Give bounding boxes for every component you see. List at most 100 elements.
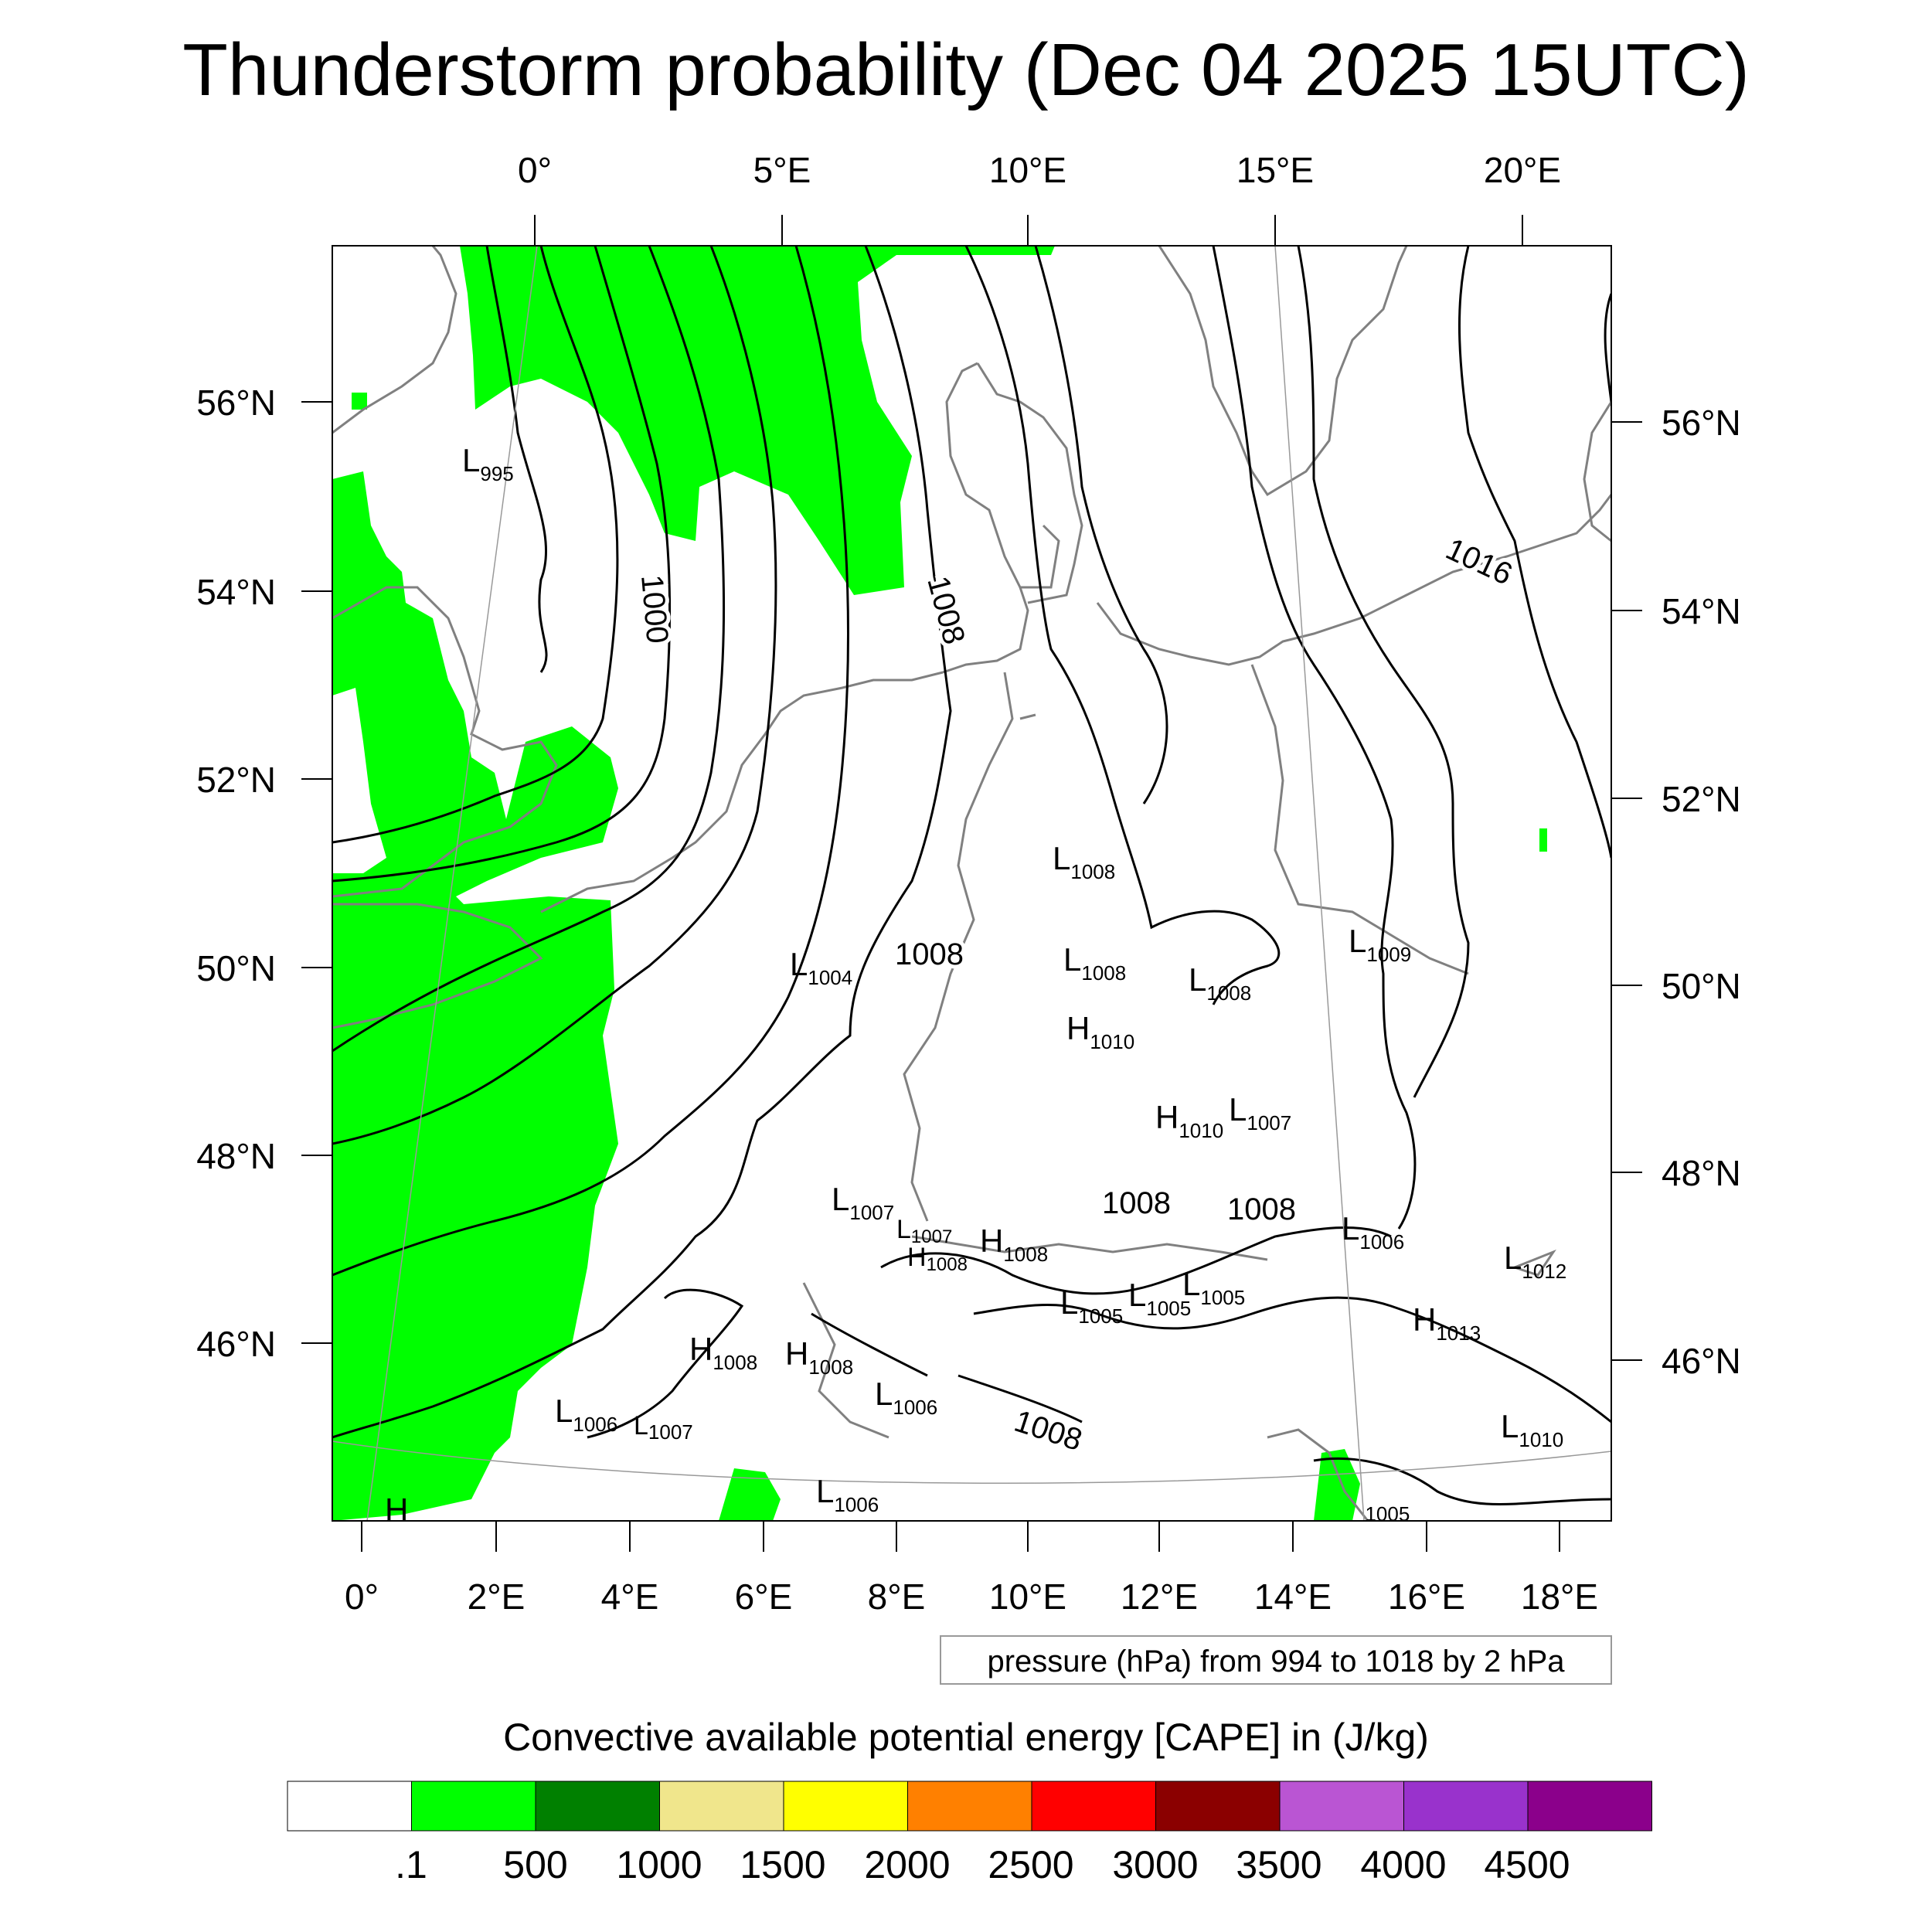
pressure-center: L1006: [555, 1393, 617, 1436]
pressure-center: L1009: [1349, 923, 1411, 966]
border-east: [1250, 664, 1469, 975]
isobar-1012: [1212, 246, 1417, 1230]
pressure-center: H1013: [1413, 1301, 1481, 1345]
coast-baltic-south: [1096, 494, 1611, 666]
cape-area-north-sea: [460, 246, 1055, 595]
cape-spot: [1539, 828, 1547, 852]
top-ticks: [534, 215, 1523, 246]
coast-france-north: [540, 671, 944, 913]
lon-label: 20°E: [1484, 150, 1561, 190]
lat-label: 54°N: [1662, 591, 1741, 631]
isobar-label: 1008: [895, 937, 964, 971]
coast-uk-southeast: [332, 586, 558, 898]
right-lat-labels: 56°N 54°N 52°N 50°N 48°N 46°N: [1662, 403, 1741, 1381]
pressure-center: H1008: [689, 1331, 757, 1374]
pressure-center: L1006: [816, 1473, 879, 1516]
pressure-center: L1005: [1060, 1284, 1123, 1328]
left-ticks: [301, 401, 332, 1344]
pressure-center: L1007: [832, 1181, 894, 1224]
isobar-label: 1008: [920, 573, 971, 648]
pressure-center: H1008: [907, 1243, 968, 1275]
meridian-15e: [1274, 246, 1365, 1521]
isobar-1016: [1458, 246, 1611, 859]
colorbar-tick-label: 1000: [616, 1843, 702, 1886]
isobar-alps: [587, 1288, 744, 1439]
pressure-center: L1007: [896, 1215, 952, 1247]
cape-area-alps: [1314, 1449, 1360, 1521]
isobar-label: 1008: [1010, 1404, 1086, 1458]
colorbar-tick-label: 4500: [1484, 1843, 1570, 1886]
lon-label: 6°E: [735, 1577, 793, 1617]
pressure-center: H: [385, 1492, 408, 1528]
pressure-center: L1008: [1189, 961, 1251, 1005]
colorbar-tick-labels: .1 500 1000 1500 2000 2500 3000 3500 400…: [395, 1843, 1570, 1886]
isobar-1004a: [332, 246, 777, 1145]
pressure-center: L1004: [790, 946, 852, 989]
map-title: Thunderstorm probability (Dec 04 2025 15…: [182, 29, 1750, 111]
isobar-1006: [332, 246, 952, 1439]
colorbar-tick-label: 4000: [1360, 1843, 1446, 1886]
isobar-label: 1008: [1227, 1192, 1296, 1226]
colorbar-tick-label: 2000: [864, 1843, 950, 1886]
colorbar-swatch: [411, 1781, 536, 1832]
pressure-center: L1007: [634, 1411, 693, 1444]
pressure-center: H1008: [980, 1223, 1048, 1266]
lon-label: 14°E: [1254, 1577, 1332, 1617]
coast-sweden: [1158, 246, 1408, 497]
pressure-centers: L995 L1008 L1009 L1004 L1008 L1008 H1010…: [385, 442, 1566, 1528]
isobar-1008: [964, 246, 1281, 1005]
top-lon-labels: 0° 5°E 10°E 15°E 20°E: [518, 150, 1561, 190]
lon-label: 16°E: [1388, 1577, 1465, 1617]
border-alps: [911, 1235, 1268, 1261]
lat-label: 48°N: [1662, 1153, 1741, 1193]
bottom-lon-labels: 0° 2°E 4°E 6°E 8°E 10°E 12°E 14°E 16°E 1…: [345, 1577, 1598, 1617]
border-germany: [903, 672, 1014, 1222]
pressure-center: L1006: [1342, 1210, 1404, 1253]
pressure-note: pressure (hPa) from 994 to 1018 by 2 hPa: [940, 1635, 1612, 1685]
lat-label: 46°N: [196, 1324, 276, 1364]
parallel-45n: [332, 1440, 1611, 1484]
pressure-center: H1010: [1155, 1099, 1223, 1142]
colorbar-tick-label: 500: [503, 1843, 567, 1886]
lon-label: 5°E: [753, 150, 811, 190]
coast-netherlands-germany: [942, 362, 1029, 674]
lat-label: 50°N: [196, 948, 276, 988]
graticule: [332, 246, 1611, 1521]
border-italy: [802, 1282, 889, 1439]
right-ticks: [1611, 421, 1642, 1361]
colorbar-swatch: [535, 1781, 660, 1832]
isobars: [332, 246, 1611, 1506]
lat-label: 52°N: [196, 760, 276, 800]
coast-adriatic: [1267, 1428, 1369, 1521]
lon-label: 10°E: [989, 150, 1066, 190]
pressure-center: L1007: [1229, 1091, 1291, 1134]
pressure-center: L1008: [1063, 941, 1126, 985]
lon-label: 0°: [518, 150, 552, 190]
coast-baltic-east: [1583, 401, 1611, 543]
coastlines: [332, 246, 1611, 1521]
pressure-center: L1005: [1128, 1277, 1191, 1320]
pressure-note-text: pressure (hPa) from 994 to 1018 by 2 hPa: [987, 1645, 1565, 1679]
isobar-1000: [332, 246, 672, 883]
lon-label: 18°E: [1521, 1577, 1598, 1617]
isobar-label: 1008: [1102, 1186, 1171, 1220]
colorbar-swatch: [287, 1781, 412, 1832]
colorbar: [287, 1781, 1652, 1832]
pressure-center: L1005: [1354, 1502, 1410, 1526]
lat-label: 50°N: [1662, 966, 1741, 1006]
colorbar-tick-label: 1500: [740, 1843, 825, 1886]
isobar-998: [332, 246, 619, 844]
cape-area-south: [719, 1468, 781, 1521]
isobar-1002: [332, 246, 726, 1053]
isobar-1010: [1034, 246, 1168, 804]
colorbar-tick-label: .1: [395, 1843, 427, 1886]
pressure-center: L1010: [1501, 1408, 1563, 1451]
cape-shading: [332, 246, 1547, 1521]
lon-label: 8°E: [868, 1577, 926, 1617]
isobar-label: 1000: [634, 573, 675, 645]
coast-small-islands: [1019, 713, 1556, 1277]
isobar-south: [880, 1226, 1392, 1295]
lon-label: 4°E: [601, 1577, 659, 1617]
lon-label: 2°E: [468, 1577, 526, 1617]
lon-label: 15°E: [1236, 150, 1314, 190]
